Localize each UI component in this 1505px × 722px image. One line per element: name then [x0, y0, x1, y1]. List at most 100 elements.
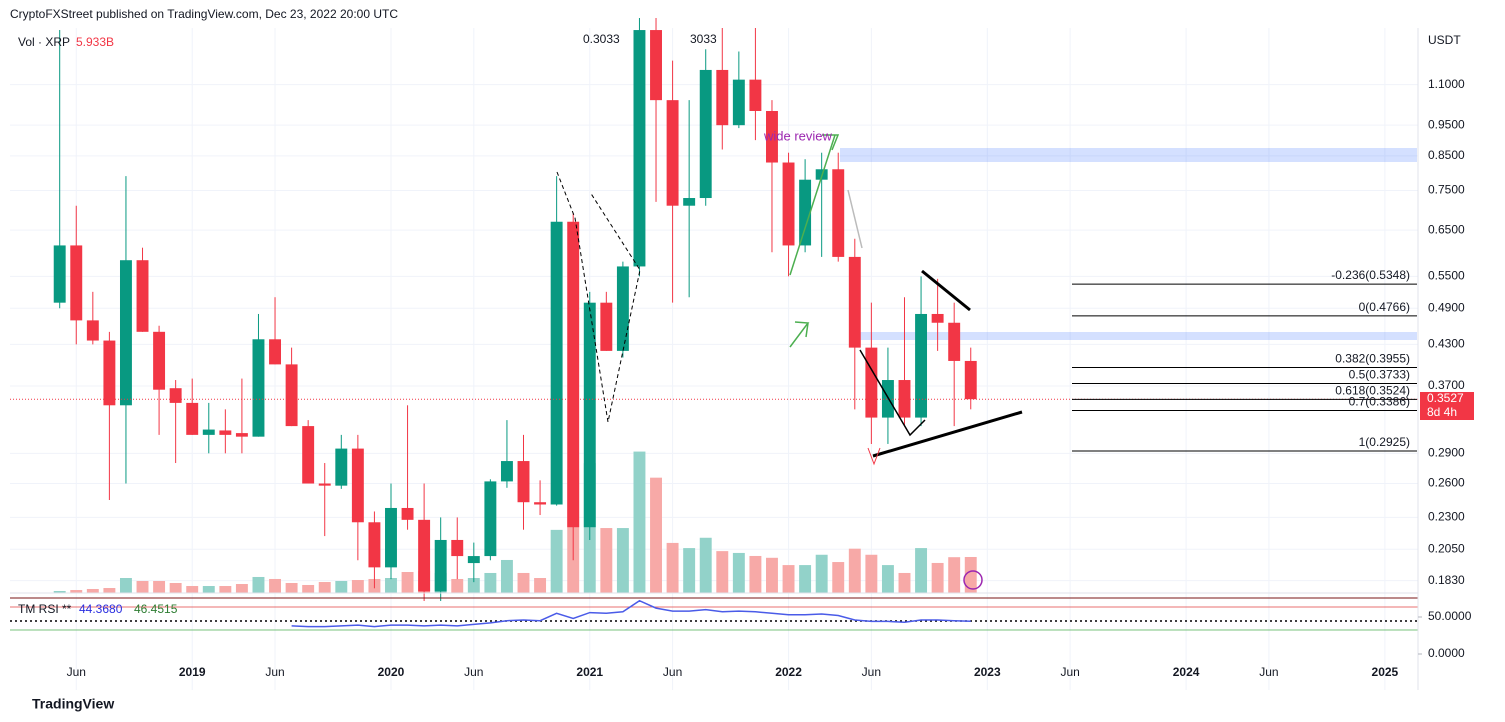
volume-bar [385, 578, 397, 593]
x-tick-label: 2019 [179, 665, 206, 679]
arrow [789, 134, 836, 276]
x-tick-label: Jun [1259, 665, 1278, 679]
candle-body [385, 507, 397, 568]
candle-body [534, 502, 547, 505]
volume-bar [219, 586, 232, 593]
y-tick-label: 0.2600 [1428, 476, 1465, 490]
candle-body [848, 256, 861, 348]
fib-label: 0(0.4766) [1359, 300, 1410, 314]
candle-body [235, 433, 248, 437]
candle-body [418, 519, 431, 592]
volume-bar [186, 586, 199, 593]
y-tick-label: 0.9500 [1428, 117, 1465, 131]
volume-bar [252, 576, 265, 593]
candle-body [865, 347, 878, 418]
candle-body [86, 320, 99, 341]
zone [860, 332, 1417, 340]
volume-bar [948, 557, 961, 593]
volume-bar [517, 572, 530, 593]
annotation: 3033 [690, 32, 717, 46]
volume-bar [650, 477, 662, 593]
candle-body [451, 539, 464, 557]
candle-body [252, 339, 265, 437]
rsi-tick-label: 0.0000 [1428, 646, 1465, 660]
volume-bar [865, 554, 878, 593]
volume-bar [86, 588, 99, 593]
volume-bar [716, 551, 729, 593]
x-tick-label: Jun [1060, 665, 1079, 679]
volume-bar [318, 582, 331, 593]
volume-bar [467, 578, 480, 593]
x-tick-label: 2021 [576, 665, 603, 679]
candle-body [103, 340, 116, 406]
volume-bar [351, 580, 364, 593]
candle-body [517, 461, 530, 503]
x-tick-label: 2022 [775, 665, 802, 679]
x-tick-label: Jun [862, 665, 881, 679]
candle-body [716, 69, 729, 126]
volume-name: Vol · XRP [18, 35, 70, 49]
currency: USDT [1428, 33, 1461, 47]
volume-bar [285, 582, 298, 593]
candle-body [732, 79, 745, 126]
y-tick-label: 0.1830 [1428, 573, 1465, 587]
volume-bar [103, 588, 116, 593]
volume-bar [616, 528, 629, 593]
candle-body [285, 364, 298, 427]
volume-bar [782, 565, 795, 593]
y-tick-label: 0.6500 [1428, 222, 1465, 236]
candle-body [699, 69, 712, 199]
volume-bar [732, 552, 745, 593]
y-tick-label: 0.2050 [1428, 541, 1465, 555]
candle-body [616, 266, 629, 351]
volume-bar [335, 580, 348, 593]
arrow-head [822, 134, 840, 151]
candle-body [202, 429, 215, 435]
fib-label: 0.382(0.3955) [1335, 352, 1410, 366]
volume-bar [235, 584, 248, 593]
fib-label: 0.7(0.3386) [1349, 395, 1410, 409]
rsi-pane: 50.0000 0.0000 [291, 599, 1472, 660]
volume-bar [898, 572, 911, 593]
candle-body [119, 260, 132, 406]
candle-body [467, 556, 480, 564]
fib-label: 0.5(0.3733) [1349, 368, 1410, 382]
candle-body [500, 461, 513, 482]
candle-body [964, 360, 977, 400]
volume-bar [799, 565, 812, 593]
candle-body [434, 539, 447, 592]
footer-brand: TradingView [32, 696, 114, 712]
candle-body [633, 30, 646, 267]
x-tick-label: 2023 [974, 665, 1001, 679]
volume-bar [119, 578, 132, 593]
x-tick-label: 2025 [1372, 665, 1399, 679]
rsi-tick-label: 50.0000 [1428, 609, 1472, 623]
annotation: 0.3033 [583, 32, 620, 46]
candle-body [915, 313, 928, 418]
price-label: 0.3527 [1427, 391, 1464, 405]
candle-body [550, 221, 563, 505]
y-tick-label: 0.2900 [1428, 445, 1465, 459]
candle-body [70, 245, 83, 321]
volume-bar [666, 542, 679, 593]
alert-icon[interactable] [963, 570, 983, 590]
arrow [847, 189, 863, 249]
volume-bar [70, 590, 83, 593]
volume-bar [451, 578, 464, 593]
candle-body [302, 426, 315, 484]
rsi-name: TM RSI ** [18, 602, 72, 616]
candle-body [583, 302, 596, 528]
candle-body [153, 331, 166, 390]
trendline [872, 410, 1023, 458]
candle-body [186, 402, 199, 435]
candle-body [136, 260, 149, 332]
candle-body [318, 483, 331, 486]
volume-bar [699, 537, 712, 593]
volume-bar [534, 578, 547, 593]
rsi-value: 44.3680 [79, 602, 123, 616]
volume-bar [600, 528, 613, 593]
candle-body [600, 302, 613, 351]
candle-body [401, 507, 414, 520]
candle-body [169, 388, 182, 403]
arrow-head [867, 447, 881, 466]
